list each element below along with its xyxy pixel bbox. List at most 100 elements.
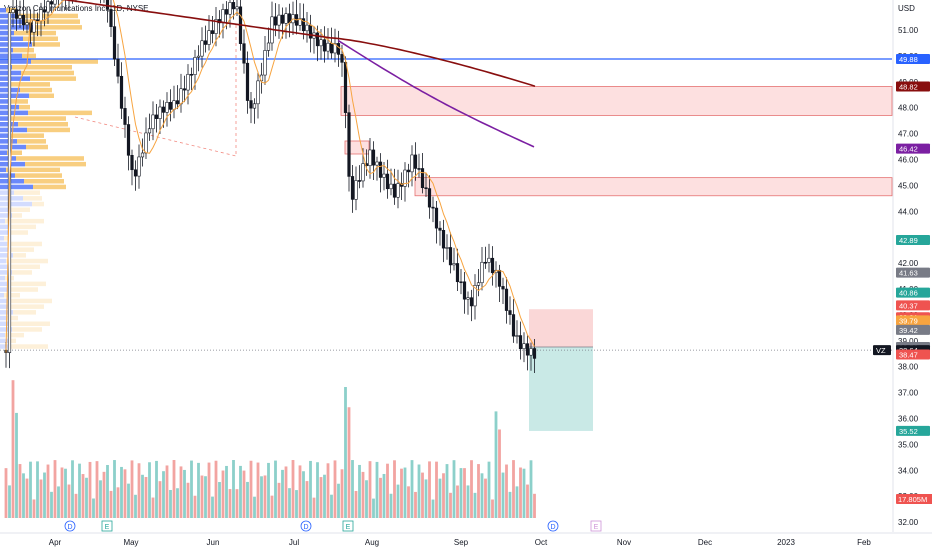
candle-body <box>35 19 40 22</box>
volume-profile-bar-down <box>0 275 5 281</box>
volume-bar <box>512 460 515 518</box>
candle-body <box>480 261 484 284</box>
candle-body <box>375 161 379 166</box>
volume-bar <box>382 473 386 518</box>
volume-profile-bar-up <box>13 253 26 258</box>
position-target-area <box>529 347 593 431</box>
volume-profile-bar-down <box>0 19 24 24</box>
volume-bar <box>109 490 113 518</box>
volume-bar <box>169 489 172 518</box>
price-badge-label: 41.63 <box>899 269 918 278</box>
volume-bar <box>340 469 344 518</box>
volume-bar <box>22 473 25 518</box>
volume-bar <box>379 477 382 518</box>
volume-profile-bar-up <box>28 110 92 116</box>
volume-bar <box>106 464 109 518</box>
price-tick-label: 32.00 <box>898 518 919 527</box>
volume-profile-bar-up <box>4 293 20 298</box>
candle-body <box>172 100 176 110</box>
volume-bar <box>141 474 144 518</box>
volume-profile-bar-down <box>0 196 23 201</box>
price-badge-label: 40.37 <box>899 301 918 310</box>
volume-profile-bar-up <box>11 230 28 235</box>
sma-long-line <box>62 0 536 87</box>
volume-bar <box>375 461 379 518</box>
volume-profile-bar-down <box>0 13 15 19</box>
candle-body <box>441 229 446 249</box>
price-tick-label: 38.00 <box>898 363 919 372</box>
volume-profile-bar-up <box>11 344 48 349</box>
price-badge <box>896 300 930 311</box>
volume-bar <box>477 464 480 518</box>
time-tick-label: Jun <box>207 538 220 547</box>
volume-bar <box>463 468 466 518</box>
volume-bar <box>337 483 340 518</box>
candle-body <box>459 281 463 284</box>
volume-bar <box>249 460 253 518</box>
candle-body <box>420 168 425 189</box>
candle-body <box>301 18 306 32</box>
volume-bar <box>60 467 64 518</box>
price-badge <box>896 54 930 65</box>
event-letter: D <box>67 524 72 531</box>
volume-profile-bar-down <box>0 321 9 326</box>
candle-body <box>403 169 407 187</box>
volume-bar <box>267 462 270 518</box>
symbol-tag <box>873 345 891 356</box>
candle-body <box>427 188 432 208</box>
volume-bar <box>393 460 396 518</box>
volume-bar <box>200 475 204 518</box>
volume-bar <box>487 461 491 518</box>
candle-body <box>469 297 474 307</box>
volume-profile-bar-down <box>0 99 10 104</box>
volume-bar <box>526 484 529 518</box>
sma-short-line <box>5 0 535 353</box>
volume-profile-bar-down <box>0 144 26 150</box>
volume-profile-bar-down <box>0 293 4 298</box>
volume-profile-bar-up <box>14 30 56 36</box>
volume-bar <box>330 494 333 518</box>
volume-profile-bar-down <box>0 207 9 212</box>
volume-bar <box>351 460 354 518</box>
volume-profile-bar-down <box>0 110 28 116</box>
candle-body <box>340 54 344 63</box>
volume-bar <box>414 491 417 518</box>
volume-profile-bar-up <box>13 310 36 315</box>
volume-bar <box>183 469 186 518</box>
volume-profile-bar-down <box>0 315 6 321</box>
volume-profile-bar-up <box>25 161 86 167</box>
candle-body <box>154 114 159 119</box>
dividend-marker: D <box>547 520 559 532</box>
candle-body <box>343 62 348 113</box>
candle-body <box>522 343 526 350</box>
volume-profile-bar-down <box>0 116 9 121</box>
volume-bar <box>263 475 267 518</box>
volume-profile-bar-up <box>11 287 38 292</box>
candle-body <box>14 9 19 19</box>
volume-bar <box>372 498 375 518</box>
volume-bar <box>456 485 459 518</box>
candle-body <box>144 132 148 154</box>
candle-body <box>256 80 260 105</box>
volume-profile-bar-up <box>9 264 40 269</box>
price-tick-label: 44.00 <box>898 207 919 216</box>
volume-bar <box>95 461 99 518</box>
candle-body <box>529 348 533 356</box>
time-tick-label: Sep <box>454 538 469 547</box>
candle-body <box>462 281 467 300</box>
time-tick-label: Nov <box>617 538 631 547</box>
volume-bar <box>498 429 501 518</box>
candle-body <box>333 43 337 54</box>
volume-bar <box>228 489 232 518</box>
volume-bar <box>407 486 410 518</box>
volume-profile-bar-down <box>0 253 13 258</box>
volume-bar <box>298 465 302 518</box>
volume-bar <box>361 471 365 518</box>
volume-profile-bar-down <box>0 76 30 81</box>
volume-bar <box>4 468 8 518</box>
candle-body <box>25 22 29 26</box>
candle-body <box>42 9 47 13</box>
price-badge <box>896 81 930 92</box>
candle-body <box>207 30 211 45</box>
